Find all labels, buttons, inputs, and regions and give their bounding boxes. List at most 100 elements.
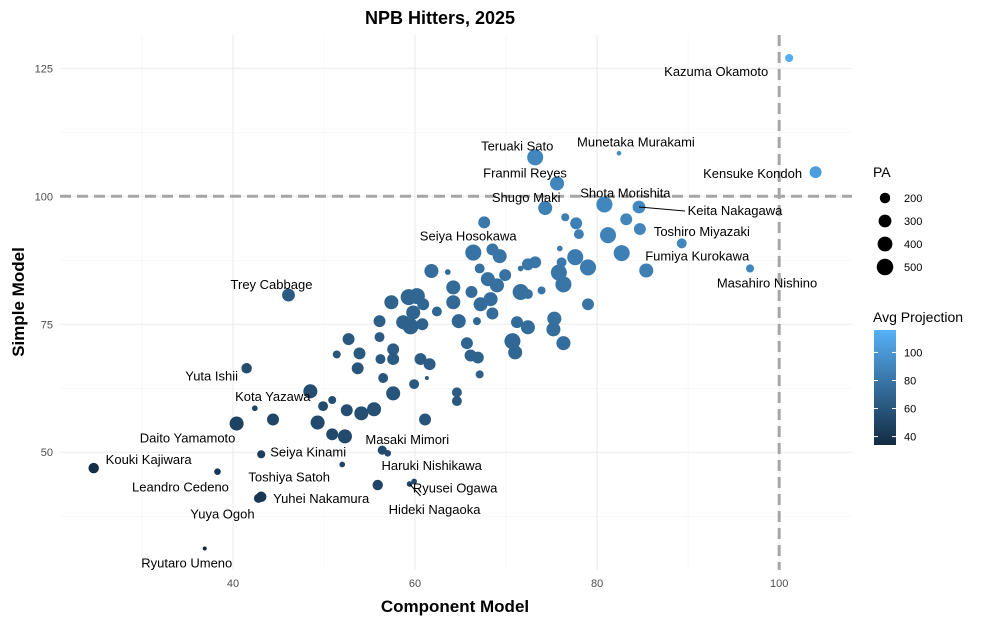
point-labels: Kazuma Okamoto Munetaka Murakami Teruaki S… <box>106 64 818 570</box>
x-tick-label: 40 <box>227 578 239 590</box>
player-point <box>241 363 252 374</box>
player-point <box>339 461 346 468</box>
player-point <box>214 468 221 476</box>
data-point <box>556 245 563 252</box>
size-legend-label: 500 <box>904 262 922 274</box>
data-point <box>267 413 279 426</box>
data-point <box>522 289 533 300</box>
data-point <box>402 318 419 335</box>
player-point <box>550 176 565 191</box>
y-axis-title: Simple Model <box>9 247 28 357</box>
player-point <box>202 546 207 551</box>
player-label: Trey Cabbage <box>231 277 313 292</box>
data-point <box>444 269 451 275</box>
x-tick-label: 60 <box>409 578 421 590</box>
color-bar <box>874 330 896 445</box>
data-point <box>337 429 352 444</box>
data-point <box>387 353 400 366</box>
player-point <box>253 493 263 503</box>
player-point <box>411 478 417 485</box>
player-label: Teruaki Sato <box>481 138 553 153</box>
chart-title: NPB Hitters, 2025 <box>365 8 515 28</box>
data-point <box>431 306 442 317</box>
data-point <box>492 249 507 264</box>
player-label: Seiya Kinami <box>270 444 346 459</box>
data-point <box>384 295 399 310</box>
player-label: Kensuke Kondoh <box>703 166 802 181</box>
y-tick-label: 100 <box>35 191 53 203</box>
data-point <box>546 322 561 337</box>
data-point <box>486 307 499 320</box>
data-point <box>537 286 546 295</box>
data-point <box>520 320 535 335</box>
data-point <box>417 298 430 311</box>
player-point <box>639 263 654 278</box>
player-label: Seiya Hosokawa <box>420 228 518 243</box>
player-label: Toshiya Satoh <box>248 470 330 485</box>
data-point <box>446 280 461 295</box>
data-point <box>409 379 420 390</box>
player-label: Shota Morishita <box>580 185 671 200</box>
player-label: Kazuma Okamoto <box>664 64 768 79</box>
data-point <box>504 333 521 350</box>
data-point <box>424 263 439 279</box>
data-point <box>529 256 542 269</box>
size-legend-label: 200 <box>904 193 922 205</box>
data-point <box>547 311 562 326</box>
player-point <box>633 223 646 235</box>
data-point <box>328 396 337 405</box>
player-point <box>251 405 258 412</box>
size-legend-label: 400 <box>904 239 922 251</box>
player-label: Keita Nakagawa <box>688 203 783 218</box>
player-label: Leandro Cedeno <box>132 480 229 495</box>
player-label: Toshiro Miyazaki <box>654 224 750 239</box>
data-point <box>483 292 498 307</box>
data-point <box>620 213 633 226</box>
data-point <box>471 351 484 364</box>
data-point <box>414 353 427 366</box>
size-legend-label: 300 <box>904 216 922 228</box>
data-point <box>375 354 386 365</box>
player-point <box>372 479 383 491</box>
color-legend-label: 80 <box>904 375 916 387</box>
data-point <box>387 343 400 356</box>
data-point <box>340 404 353 417</box>
data-point <box>416 318 429 331</box>
data-point <box>613 245 630 262</box>
color-legend-title: Avg Projection <box>873 309 963 325</box>
data-point <box>423 358 436 371</box>
player-label: Yuya Ogoh <box>190 506 254 521</box>
player-point <box>785 53 794 63</box>
player-label: Munetaka Murakami <box>577 134 695 149</box>
y-tick-label: 75 <box>41 319 53 331</box>
size-legend-key <box>876 258 894 276</box>
data-point <box>353 347 366 360</box>
data-point <box>332 350 341 359</box>
player-label: Franmil Reyes <box>483 165 567 180</box>
data-point <box>310 415 325 430</box>
data-point <box>378 373 389 383</box>
player-label: Daito Yamamoto <box>140 431 236 446</box>
player-point <box>527 149 544 166</box>
data-point <box>303 384 318 399</box>
player-label: Yuhei Nakamura <box>273 491 370 506</box>
data-point <box>318 401 329 412</box>
size-legend-key <box>877 236 893 252</box>
label-leader-line <box>638 206 686 212</box>
data-point <box>582 298 594 311</box>
data-point <box>406 305 421 320</box>
data-point <box>446 295 461 310</box>
player-label: Fumiya Kurokawa <box>645 249 750 264</box>
size-legend-title: PA <box>873 164 891 180</box>
data-point <box>374 332 385 343</box>
data-point <box>508 345 523 360</box>
data-point <box>465 244 482 261</box>
player-label: Ryusei Ogawa <box>413 480 498 495</box>
color-legend-label: 40 <box>904 432 916 444</box>
color-legend: Avg Projection 100 80 60 40 <box>873 309 963 445</box>
data-point <box>567 249 584 266</box>
player-point <box>257 450 266 459</box>
x-axis-title: Component Model <box>381 597 529 616</box>
data-point <box>451 387 462 398</box>
data-point <box>474 263 485 274</box>
